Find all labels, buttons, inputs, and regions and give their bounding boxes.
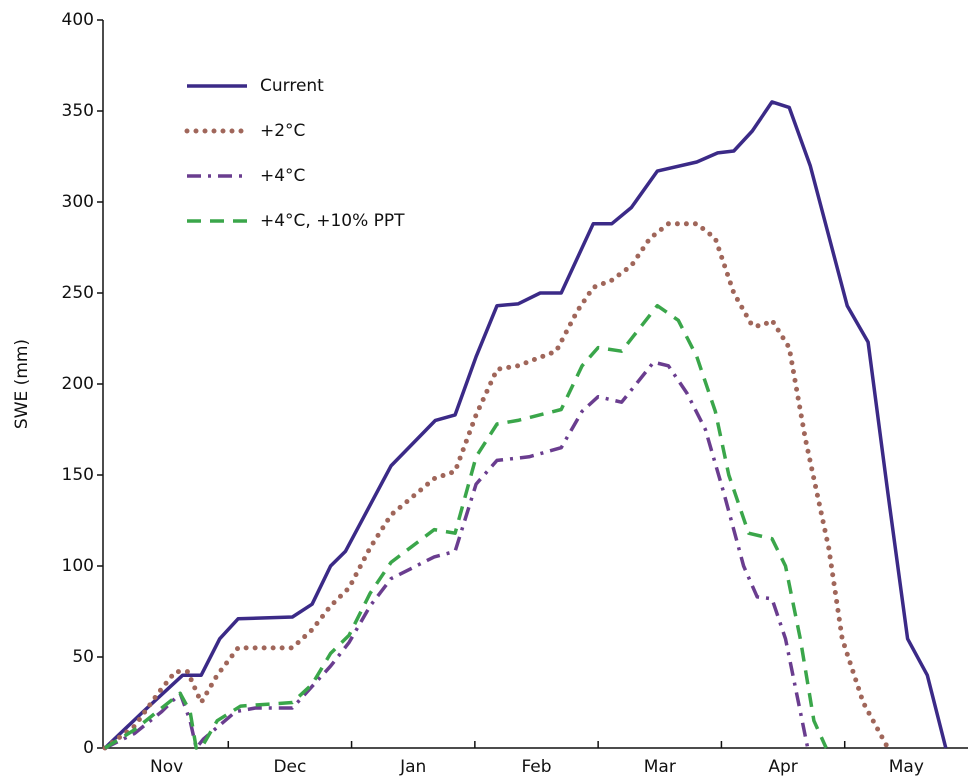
legend-label: +2°C: [260, 121, 305, 141]
y-tick-label: 50: [72, 647, 94, 667]
series-line: [104, 303, 828, 750]
legend-label: +4°C: [260, 166, 305, 186]
y-axis-label: SWE (mm): [12, 339, 32, 429]
x-tick-label: May: [889, 757, 924, 777]
y-tick-label: 400: [62, 10, 94, 30]
y-tick-label: 300: [62, 192, 94, 212]
x-tick-label: Nov: [150, 757, 183, 777]
x-tick-label: Jan: [399, 757, 426, 777]
x-tick-label: Dec: [273, 757, 306, 777]
y-tick-label: 350: [62, 101, 94, 121]
series-line: [104, 360, 810, 750]
series-line: [103, 100, 948, 750]
x-tick-label: Feb: [521, 757, 551, 777]
legend-label: +4°C, +10% PPT: [260, 211, 405, 231]
y-tick-label: 0: [83, 738, 94, 758]
x-tick-label: Apr: [768, 757, 797, 777]
y-tick-label: 200: [62, 374, 94, 394]
x-tick-label: Mar: [644, 757, 676, 777]
series-line: [102, 221, 891, 751]
legend-label: Current: [260, 76, 324, 96]
y-tick-label: 250: [62, 283, 94, 303]
y-tick-label: 100: [62, 556, 94, 576]
y-tick-label: 150: [62, 465, 94, 485]
